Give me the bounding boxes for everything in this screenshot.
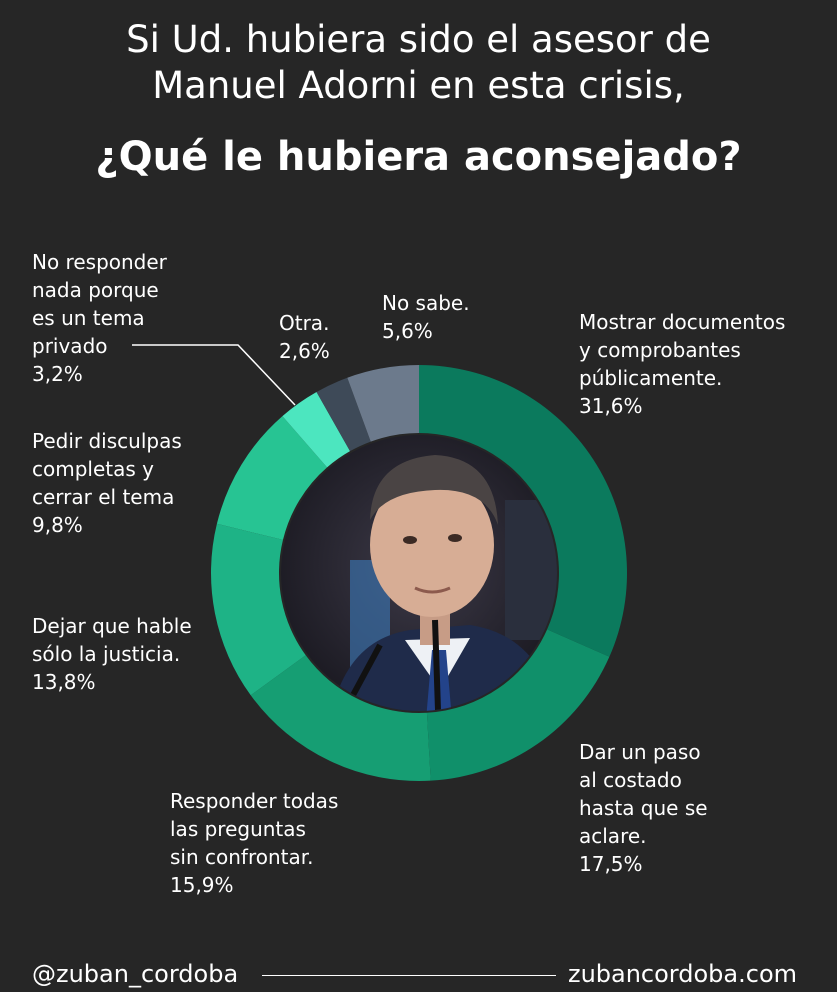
title-line-1: Si Ud. hubiera sido el asesor de [126, 18, 711, 61]
donut-slice-6 [316, 377, 371, 452]
donut-slice-7 [347, 365, 419, 442]
speaker-photo [281, 435, 557, 711]
label-no-sabe: No sabe. 5,6% [382, 291, 470, 343]
label-otra: Otra. 2,6% [279, 311, 330, 363]
label-responder-todas: Responder todas las preguntas sin confro… [170, 789, 339, 897]
label-no-responder: No responder nada porque es un tema priv… [32, 250, 167, 386]
label-pedir-disculpas: Pedir disculpas completas y cerrar el te… [32, 429, 182, 537]
donut-slice-0 [419, 365, 627, 657]
title-line-2: Manuel Adorni en esta crisis, [152, 64, 685, 107]
label-dar-un-paso: Dar un paso al costado hasta que se acla… [579, 740, 708, 876]
label-dejar-que-hable: Dejar que hable sólo la justicia. 13,8% [32, 614, 192, 694]
footer-divider [262, 975, 556, 976]
donut-slice-5 [282, 392, 351, 468]
leader-line-no-responder [132, 344, 296, 406]
donut-slice-2 [250, 655, 431, 782]
donut-slice-1 [426, 629, 610, 781]
footer-handle[interactable]: @zuban_cordoba [32, 960, 239, 988]
donut-slice-4 [216, 416, 328, 540]
title-question: ¿Qué le hubiera aconsejado? [95, 134, 742, 180]
footer-website[interactable]: zubancordoba.com [567, 960, 797, 988]
label-mostrar-documentos: Mostrar documentos y comprobantes públic… [579, 310, 786, 418]
donut-slice-3 [210, 523, 306, 696]
